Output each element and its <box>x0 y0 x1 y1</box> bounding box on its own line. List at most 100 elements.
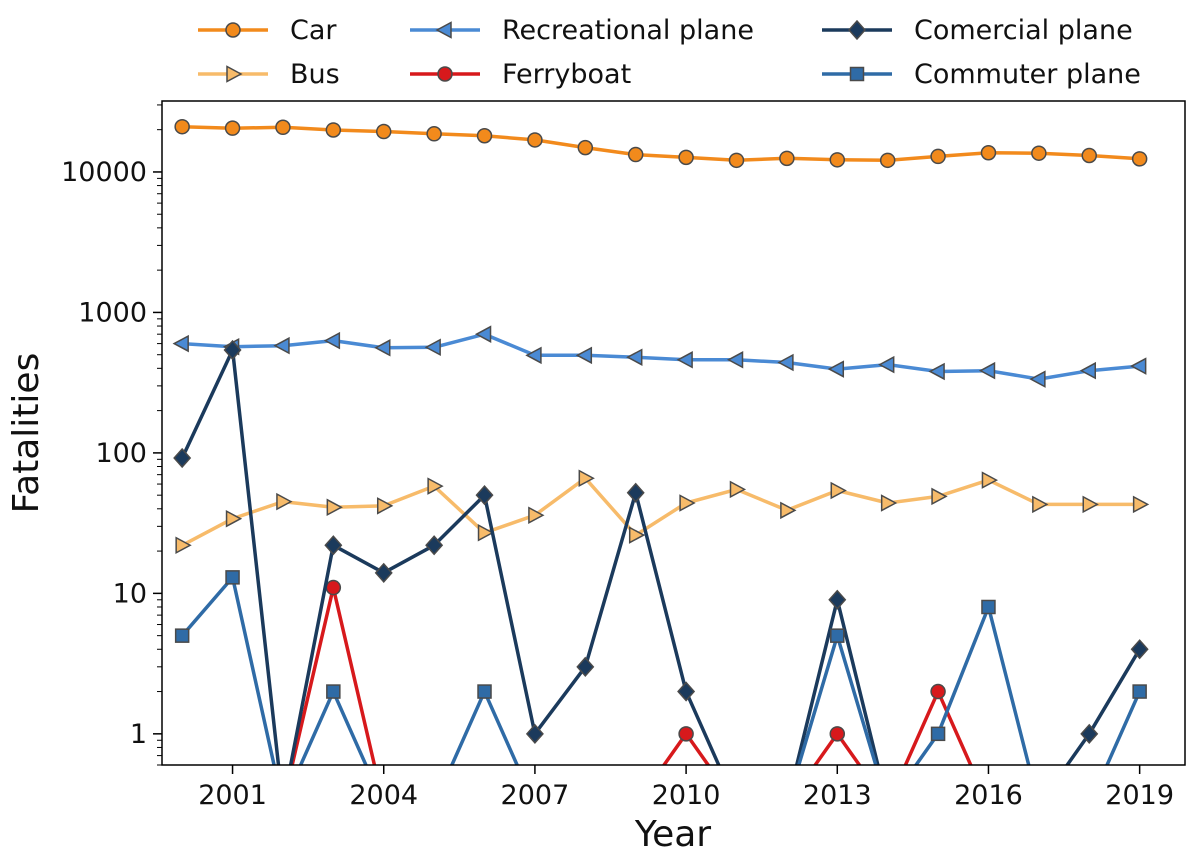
data-point-recreational-plane <box>474 325 492 343</box>
data-point-recreational-plane <box>575 346 593 365</box>
data-point-commuter-plane <box>930 726 946 742</box>
x-axis: 2001 2004 2007 2010 2013 2016 2019 <box>198 765 1174 811</box>
plot-area <box>172 118 1150 765</box>
series-line-ferryboat <box>290 585 973 765</box>
legend-marker-commuter-plane <box>849 66 865 82</box>
data-point-ferryboat <box>829 726 846 742</box>
data-point-car <box>678 149 694 166</box>
data-point-ferryboat <box>325 579 342 596</box>
series-bus <box>175 469 1150 555</box>
data-point-bus <box>276 492 293 511</box>
series-car <box>174 118 1148 169</box>
data-point-ferryboat <box>930 683 946 700</box>
data-point-car <box>829 152 846 168</box>
data-point-commuter-plane <box>225 570 240 585</box>
data-point-bus <box>628 526 646 544</box>
data-point-car <box>779 150 795 167</box>
data-point-comercial-plane <box>475 485 494 506</box>
data-point-car <box>275 119 291 136</box>
data-point-car <box>1031 145 1047 161</box>
legend-marker-comercial-plane <box>847 19 867 41</box>
data-point-recreational-plane <box>777 353 794 372</box>
data-point-recreational-plane <box>978 361 996 380</box>
data-point-recreational-plane <box>928 362 945 381</box>
legend-label-recreational-plane: Recreational plane <box>502 15 754 46</box>
series-commuter-plane <box>174 570 1147 765</box>
legend-entry-ferryboat: Ferryboat <box>410 59 631 90</box>
data-point-commuter-plane <box>1132 684 1147 699</box>
data-point-car <box>627 146 644 163</box>
legend-marker-recreational-plane <box>435 21 452 39</box>
data-point-recreational-plane <box>1029 370 1046 388</box>
data-point-car <box>224 120 241 136</box>
data-point-comercial-plane <box>1080 723 1099 744</box>
data-point-comercial-plane <box>677 681 696 702</box>
series-line-commuter-plane <box>180 575 1142 765</box>
data-point-recreational-plane <box>827 360 845 378</box>
legend-marker-bus <box>226 65 243 83</box>
data-point-bus <box>880 494 898 512</box>
y-axis: 1 10 100 1000 10000 <box>61 104 162 766</box>
series-recreational-plane <box>172 325 1147 388</box>
x-tick-label: 2004 <box>349 780 418 811</box>
x-tick-label: 2007 <box>501 780 570 811</box>
data-point-commuter-plane <box>830 628 845 643</box>
data-point-comercial-plane <box>828 589 847 610</box>
y-tick-label: 1 <box>130 719 147 750</box>
data-point-recreational-plane <box>525 346 542 365</box>
y-tick-label: 10000 <box>61 157 147 188</box>
data-point-recreational-plane <box>374 339 391 357</box>
series-line-comercial-plane <box>180 348 1142 765</box>
data-point-bus <box>679 494 696 512</box>
data-point-commuter-plane <box>174 628 190 643</box>
y-tick-label: 10 <box>113 578 147 609</box>
data-point-recreational-plane <box>172 334 189 353</box>
data-point-bus <box>981 471 999 489</box>
data-point-car <box>476 128 493 144</box>
data-point-recreational-plane <box>626 348 643 366</box>
x-tick-label: 2001 <box>198 780 267 811</box>
data-point-bus <box>376 497 394 515</box>
x-axis-title: Year <box>634 814 711 855</box>
data-point-recreational-plane <box>1130 357 1147 375</box>
legend-entry-car: Car <box>198 15 337 46</box>
data-point-bus <box>175 536 192 555</box>
data-point-comercial-plane <box>525 723 544 744</box>
legend-entry-commuter-plane: Commuter plane <box>822 59 1141 90</box>
data-point-car <box>325 122 342 138</box>
data-point-bus <box>427 477 444 495</box>
data-point-bus <box>830 481 847 500</box>
data-point-commuter-plane <box>326 684 341 699</box>
data-point-car <box>174 118 190 135</box>
legend-label-comercial-plane: Comercial plane <box>914 15 1133 46</box>
legend: Car Bus Recreational plane Ferryboat Comerci… <box>198 15 1141 90</box>
x-tick-label: 2013 <box>803 780 872 811</box>
data-point-car <box>527 132 543 148</box>
data-point-bus <box>1032 495 1049 514</box>
y-axis-title: Fatalities <box>6 353 47 514</box>
data-point-comercial-plane <box>1130 639 1149 660</box>
y-tick-label: 1000 <box>78 297 147 328</box>
x-tick-label: 2016 <box>954 780 1023 811</box>
data-point-recreational-plane <box>323 331 341 350</box>
data-point-bus <box>931 487 948 506</box>
data-point-recreational-plane <box>676 351 693 369</box>
data-point-car <box>577 139 594 156</box>
data-point-bus <box>528 506 545 524</box>
data-point-bus <box>780 501 797 520</box>
data-point-recreational-plane <box>878 355 895 374</box>
data-point-recreational-plane <box>1079 361 1097 380</box>
legend-marker-ferryboat <box>437 66 453 82</box>
data-point-car <box>1081 147 1098 164</box>
x-tick-label: 2010 <box>652 780 721 811</box>
legend-label-commuter-plane: Commuter plane <box>914 59 1141 90</box>
data-point-commuter-plane <box>477 684 492 699</box>
series-line-bus <box>181 476 1140 547</box>
data-point-comercial-plane <box>425 535 444 556</box>
data-point-comercial-plane <box>173 447 192 469</box>
data-point-bus <box>1082 495 1099 514</box>
data-point-car <box>426 126 442 142</box>
plot-frame <box>161 100 1186 766</box>
data-point-bus <box>326 498 343 517</box>
